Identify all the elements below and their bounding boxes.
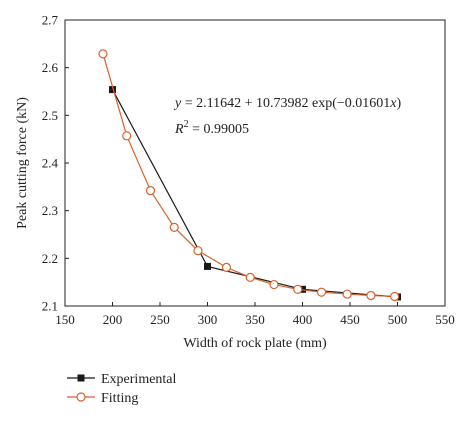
fit-equation: y = 2.11642 + 10.73982 exp(−0.01601x): [173, 96, 401, 111]
legend-label-experimental: Experimental: [101, 372, 177, 387]
data-point-fitting: [269, 279, 279, 290]
x-tick-label: 200: [103, 312, 123, 327]
data-point-fitting: [342, 289, 352, 299]
data-point-fitting: [98, 49, 108, 59]
series-line-experimental: [111, 89, 398, 298]
x-tick-label: 500: [388, 312, 408, 327]
x-tick-label: 550: [435, 312, 455, 327]
equation-x-var: x: [389, 96, 397, 111]
x-tick-label: 450: [340, 312, 360, 327]
data-point-fitting: [122, 131, 132, 141]
y-tick-label: 2.5: [42, 108, 58, 123]
legend-marker-experimental: [77, 374, 85, 382]
x-tick-label: 150: [55, 312, 75, 327]
data-point-fitting: [221, 262, 232, 272]
legend-item-experimental: Experimental: [67, 372, 177, 387]
y-axis-title: Peak cutting force (kN): [15, 97, 30, 229]
x-axis-ticks: 150 200 250 300 350 400 450 500 550: [55, 302, 455, 327]
legend-item-fitting: Fitting: [67, 391, 138, 406]
y-tick-label: 2.4: [42, 156, 59, 171]
data-point-fitting: [245, 272, 255, 282]
series-layer: [98, 49, 401, 302]
equation-rhs-a: = 2.11642 + 10.73982 exp(−0.01601: [181, 96, 390, 111]
x-axis-title: Width of rock plate (mm): [183, 336, 327, 351]
r2-symbol: R: [174, 122, 184, 137]
legend-label-fitting: Fitting: [101, 391, 138, 406]
data-point-fitting: [390, 291, 400, 302]
data-point-experimental: [109, 86, 116, 94]
data-point-fitting: [316, 287, 327, 297]
y-tick-label: 2.3: [42, 203, 58, 218]
x-tick-label: 300: [198, 312, 218, 327]
r2-exponent: 2: [184, 119, 189, 130]
data-point-fitting: [193, 246, 203, 256]
data-point-experimental: [204, 262, 211, 270]
data-point-fitting: [169, 222, 179, 232]
data-point-fitting: [293, 284, 303, 294]
series-line-fitting: [102, 53, 395, 298]
y-tick-label: 2.2: [42, 251, 58, 266]
r-squared: R2 = 0.99005: [174, 119, 249, 137]
y-tick-label: 2.7: [42, 13, 59, 28]
equation-rhs-b: ): [396, 96, 401, 111]
equation-y-var: y: [173, 96, 182, 111]
data-point-fitting: [366, 290, 376, 301]
r2-value: = 0.99005: [189, 122, 249, 137]
y-tick-label: 2.1: [42, 299, 58, 314]
y-tick-label: 2.6: [42, 60, 59, 75]
plot-frame: [64, 19, 446, 307]
y-axis-ticks: 2.1 2.2 2.3 2.4 2.5 2.6 2.7: [42, 13, 69, 314]
x-tick-label: 400: [293, 312, 313, 327]
legend-marker-fitting: [76, 392, 86, 402]
data-point-fitting: [145, 186, 156, 196]
x-tick-label: 250: [150, 312, 170, 327]
legend: Experimental Fitting: [67, 372, 177, 406]
x-tick-label: 350: [245, 312, 265, 327]
